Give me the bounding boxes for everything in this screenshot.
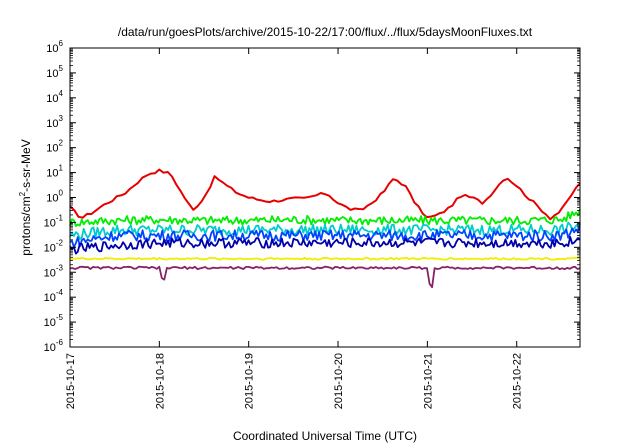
y-tick-label: 104 xyxy=(46,89,63,105)
series-line-3 xyxy=(69,221,581,240)
x-tick-label: 2015-10-20 xyxy=(333,353,345,409)
series-line-7 xyxy=(69,265,581,289)
y-tick-label: 106 xyxy=(46,39,63,55)
y-tick-label: 102 xyxy=(46,139,63,155)
y-axis-label-part1: protons/cm xyxy=(19,196,33,255)
x-tick-label: 2015-10-17 xyxy=(65,353,77,409)
y-tick-label: 101 xyxy=(46,164,63,180)
y-tick-label: 100 xyxy=(46,189,63,205)
y-tick-label: 105 xyxy=(46,64,63,80)
y-tick-label: 10-6 xyxy=(44,338,64,354)
series-line-4 xyxy=(69,223,581,249)
x-axis-label: Coordinated Universal Time (UTC) xyxy=(233,429,417,443)
y-tick-label: 10-1 xyxy=(44,213,64,229)
y-tick-label: 10-5 xyxy=(44,313,64,329)
x-tick-label: 2015-10-21 xyxy=(422,353,434,409)
x-tick-label: 2015-10-22 xyxy=(512,353,524,409)
series-line-5 xyxy=(69,236,581,255)
y-axis-label-sup: 2 xyxy=(18,191,27,196)
x-tick-label: 2015-10-19 xyxy=(244,353,256,409)
y-axis: 10-6 10-5 10-4 10-3 10-2 10-1 100 101 102 103 104 1… xyxy=(44,39,580,354)
x-tick-label: 2015-10-18 xyxy=(154,353,166,409)
series-layer xyxy=(69,168,581,289)
series-line-6 xyxy=(69,256,581,261)
y-axis-label-part2: -s-sr-MeV xyxy=(19,139,33,192)
series-line-2 xyxy=(69,208,581,227)
y-tick-label: 10-4 xyxy=(44,288,64,304)
plot-frame xyxy=(69,47,581,348)
chart-title: /data/run/goesPlots/archive/2015-10-22/1… xyxy=(118,25,533,39)
plot-area xyxy=(69,47,581,348)
y-axis-label: protons/cm2-s-sr-MeV xyxy=(18,139,33,255)
y-tick-label: 10-2 xyxy=(44,238,64,254)
y-tick-label: 103 xyxy=(46,114,63,130)
series-line-1 xyxy=(69,168,581,221)
y-tick-label: 10-3 xyxy=(44,263,64,279)
x-axis: 2015-10-17 2015-10-18 2015-10-19 2015-10-20… xyxy=(65,48,524,409)
